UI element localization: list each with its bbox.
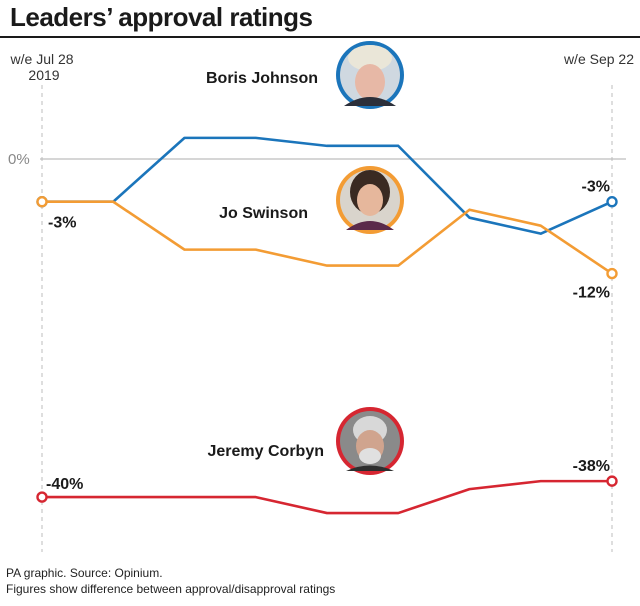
end-value-label-jeremy-corbyn: -38%: [573, 458, 610, 475]
start-value-label-jo-swinson: -3%: [48, 215, 76, 232]
series-line-boris-johnson: [42, 136, 613, 235]
series-line-jeremy-corbyn: [42, 479, 612, 515]
line-chart: 0% w/e Jul 28 2019 w/e Sep 22 -3% -3% -12%…: [8, 41, 634, 552]
chart-title: Leaders’ approval ratings: [10, 2, 313, 32]
avatar-jo-swinson: [336, 166, 404, 234]
avatar-boris-johnson: [336, 41, 404, 109]
end-value-label-boris-johnson: -3%: [582, 179, 610, 196]
x-start-label-line2: 2019: [28, 67, 59, 83]
series-label-boris-johnson: Boris Johnson: [206, 70, 318, 87]
start-value-label-jeremy-corbyn: -40%: [46, 476, 83, 493]
series-label-jeremy-corbyn: Jeremy Corbyn: [208, 443, 325, 460]
zero-label: 0%: [8, 151, 30, 168]
series-layer: -3% -3% -12% -40% -38%: [36, 136, 618, 515]
footer-note: Figures show difference between approval…: [6, 582, 336, 596]
series-label-jo-swinson: Jo Swinson: [219, 205, 308, 222]
x-start-label: w/e Jul 28 2019: [10, 51, 78, 83]
start-point-jo-swinson: [36, 196, 48, 208]
end-value-label-jo-swinson: -12%: [573, 285, 610, 302]
avatar-jeremy-corbyn: [336, 407, 404, 475]
end-point-boris-johnson: [606, 196, 618, 208]
x-end-label: w/e Sep 22: [563, 51, 634, 67]
series-line-jo-swinson: [42, 200, 613, 275]
title-divider: [0, 36, 640, 38]
end-point-jeremy-corbyn: [606, 475, 618, 487]
end-point-jo-swinson: [606, 267, 618, 280]
footer-source: PA graphic. Source: Opinium.: [6, 566, 163, 580]
x-start-label-line1: w/e Jul 28: [10, 51, 74, 67]
start-point-jeremy-corbyn: [36, 491, 48, 503]
